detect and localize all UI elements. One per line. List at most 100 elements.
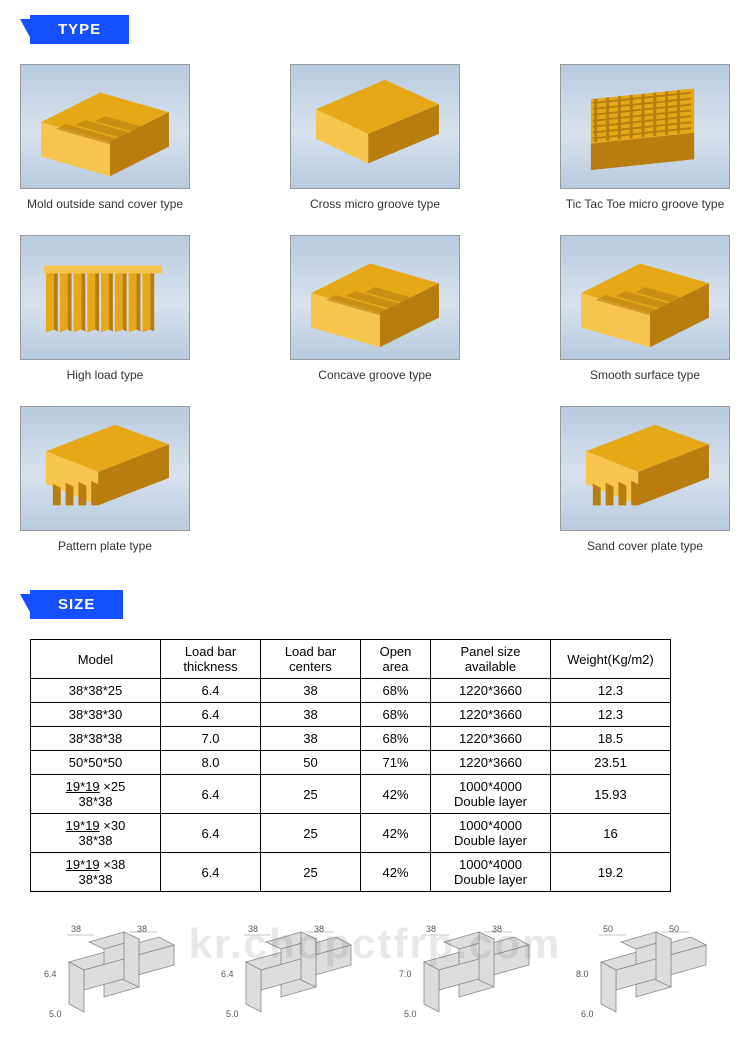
- table-row: 19*19 ×3038*38 6.4 25 42% 1000*4000Doubl…: [31, 814, 671, 853]
- svg-text:38: 38: [492, 924, 502, 934]
- type-grid: Mold outside sand cover type Cross micro…: [0, 64, 750, 565]
- cell-open: 68%: [361, 703, 431, 727]
- size-table: ModelLoad barthicknessLoad barcentersOpe…: [30, 639, 671, 892]
- type-label: Mold outside sand cover type: [20, 197, 190, 211]
- grating-image-icon: [20, 64, 190, 189]
- cell-open: 71%: [361, 751, 431, 775]
- type-item: Concave groove type: [290, 235, 460, 394]
- grating-image-icon: [20, 406, 190, 531]
- cell-open: 68%: [361, 727, 431, 751]
- cell-weight: 15.93: [551, 775, 671, 814]
- svg-text:38: 38: [426, 924, 436, 934]
- cell-model: 38*38*38: [31, 727, 161, 751]
- dimension-diagram: 38 38 7.0 5.0: [384, 917, 544, 1027]
- svg-text:6.4: 6.4: [44, 969, 57, 979]
- type-label: Smooth surface type: [560, 368, 730, 382]
- cell-weight: 18.5: [551, 727, 671, 751]
- grating-image-icon: [560, 406, 730, 531]
- grating-image-icon: [290, 64, 460, 189]
- type-label: High load type: [20, 368, 190, 382]
- cell-centers: 25: [261, 853, 361, 892]
- cell-panel: 1000*4000Double layer: [431, 853, 551, 892]
- cell-thickness: 7.0: [161, 727, 261, 751]
- type-label: Tic Tac Toe micro groove type: [560, 197, 730, 211]
- svg-text:38: 38: [137, 924, 147, 934]
- grating-image-icon: [20, 235, 190, 360]
- table-row: 38*38*38 7.0 38 68% 1220*3660 18.5: [31, 727, 671, 751]
- svg-text:38: 38: [248, 924, 258, 934]
- cell-panel: 1000*4000Double layer: [431, 775, 551, 814]
- table-row: 38*38*25 6.4 38 68% 1220*3660 12.3: [31, 679, 671, 703]
- type-item: Smooth surface type: [560, 235, 730, 394]
- table-header: Weight(Kg/m2): [551, 640, 671, 679]
- cell-open: 42%: [361, 775, 431, 814]
- table-row: 38*38*30 6.4 38 68% 1220*3660 12.3: [31, 703, 671, 727]
- cell-model: 50*50*50: [31, 751, 161, 775]
- cell-model: 19*19 ×2538*38: [31, 775, 161, 814]
- cell-open: 42%: [361, 853, 431, 892]
- cell-panel: 1220*3660: [431, 703, 551, 727]
- table-row: 19*19 ×3838*38 6.4 25 42% 1000*4000Doubl…: [31, 853, 671, 892]
- cell-thickness: 6.4: [161, 679, 261, 703]
- cell-open: 42%: [361, 814, 431, 853]
- cell-centers: 25: [261, 775, 361, 814]
- size-banner: SIZE: [30, 590, 123, 619]
- cell-model: 38*38*30: [31, 703, 161, 727]
- cell-centers: 38: [261, 703, 361, 727]
- cell-thickness: 6.4: [161, 814, 261, 853]
- cell-thickness: 8.0: [161, 751, 261, 775]
- cell-centers: 38: [261, 679, 361, 703]
- cell-centers: 38: [261, 727, 361, 751]
- cell-weight: 12.3: [551, 703, 671, 727]
- type-item: Cross micro groove type: [290, 64, 460, 223]
- cell-weight: 19.2: [551, 853, 671, 892]
- type-label: Sand cover plate type: [560, 539, 730, 553]
- type-item: Pattern plate type: [20, 406, 190, 565]
- size-section-header: SIZE: [20, 590, 750, 619]
- table-row: 19*19 ×2538*38 6.4 25 42% 1000*4000Doubl…: [31, 775, 671, 814]
- svg-text:6.4: 6.4: [221, 969, 234, 979]
- cell-model: 38*38*25: [31, 679, 161, 703]
- cell-weight: 12.3: [551, 679, 671, 703]
- type-item: Mold outside sand cover type: [20, 64, 190, 223]
- svg-text:50: 50: [669, 924, 679, 934]
- cell-weight: 23.51: [551, 751, 671, 775]
- svg-text:50: 50: [603, 924, 613, 934]
- cell-panel: 1220*3660: [431, 679, 551, 703]
- cell-centers: 50: [261, 751, 361, 775]
- table-header: Load barthickness: [161, 640, 261, 679]
- grating-image-icon: [560, 64, 730, 189]
- grating-image-icon: [560, 235, 730, 360]
- svg-text:8.0: 8.0: [576, 969, 589, 979]
- svg-text:38: 38: [71, 924, 81, 934]
- svg-text:7.0: 7.0: [399, 969, 412, 979]
- dimension-diagram: 38 38 6.4 5.0: [206, 917, 366, 1027]
- cell-panel: 1000*4000Double layer: [431, 814, 551, 853]
- type-label: Pattern plate type: [20, 539, 190, 553]
- type-label: Cross micro groove type: [290, 197, 460, 211]
- cell-panel: 1220*3660: [431, 727, 551, 751]
- table-header: Openarea: [361, 640, 431, 679]
- cell-weight: 16: [551, 814, 671, 853]
- cell-open: 68%: [361, 679, 431, 703]
- table-row: 50*50*50 8.0 50 71% 1220*3660 23.51: [31, 751, 671, 775]
- type-item: Sand cover plate type: [560, 406, 730, 565]
- type-item: High load type: [20, 235, 190, 394]
- table-header: Panel sizeavailable: [431, 640, 551, 679]
- cell-model: 19*19 ×3038*38: [31, 814, 161, 853]
- grating-image-icon: [290, 235, 460, 360]
- type-section-header: TYPE: [20, 15, 750, 44]
- dimension-diagram: 38 38 6.4 5.0: [29, 917, 189, 1027]
- type-banner: TYPE: [30, 15, 129, 44]
- cell-thickness: 6.4: [161, 853, 261, 892]
- cell-model: 19*19 ×3838*38: [31, 853, 161, 892]
- table-header: Load barcenters: [261, 640, 361, 679]
- svg-text:38: 38: [314, 924, 324, 934]
- cell-thickness: 6.4: [161, 703, 261, 727]
- cell-thickness: 6.4: [161, 775, 261, 814]
- cell-centers: 25: [261, 814, 361, 853]
- table-header: Model: [31, 640, 161, 679]
- dimension-diagram: 50 50 8.0 6.0: [561, 917, 721, 1027]
- type-label: Concave groove type: [290, 368, 460, 382]
- cell-panel: 1220*3660: [431, 751, 551, 775]
